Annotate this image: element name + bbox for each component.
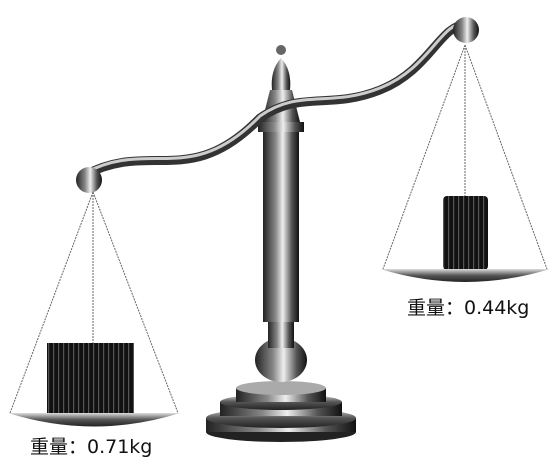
right-pan-dish <box>380 269 550 282</box>
base <box>206 318 356 442</box>
left-weight-label: 重量：0.71kg <box>30 432 152 458</box>
left-pan-dish <box>8 413 180 427</box>
right-weight-label: 重量：0.44kg <box>407 293 529 320</box>
scale-illustration: 重量：0.71kg 重量：0.44kg <box>0 0 551 458</box>
left-weight <box>47 343 134 415</box>
pillar <box>258 45 304 322</box>
right-weight <box>443 196 488 270</box>
scale-drawing <box>0 0 551 458</box>
